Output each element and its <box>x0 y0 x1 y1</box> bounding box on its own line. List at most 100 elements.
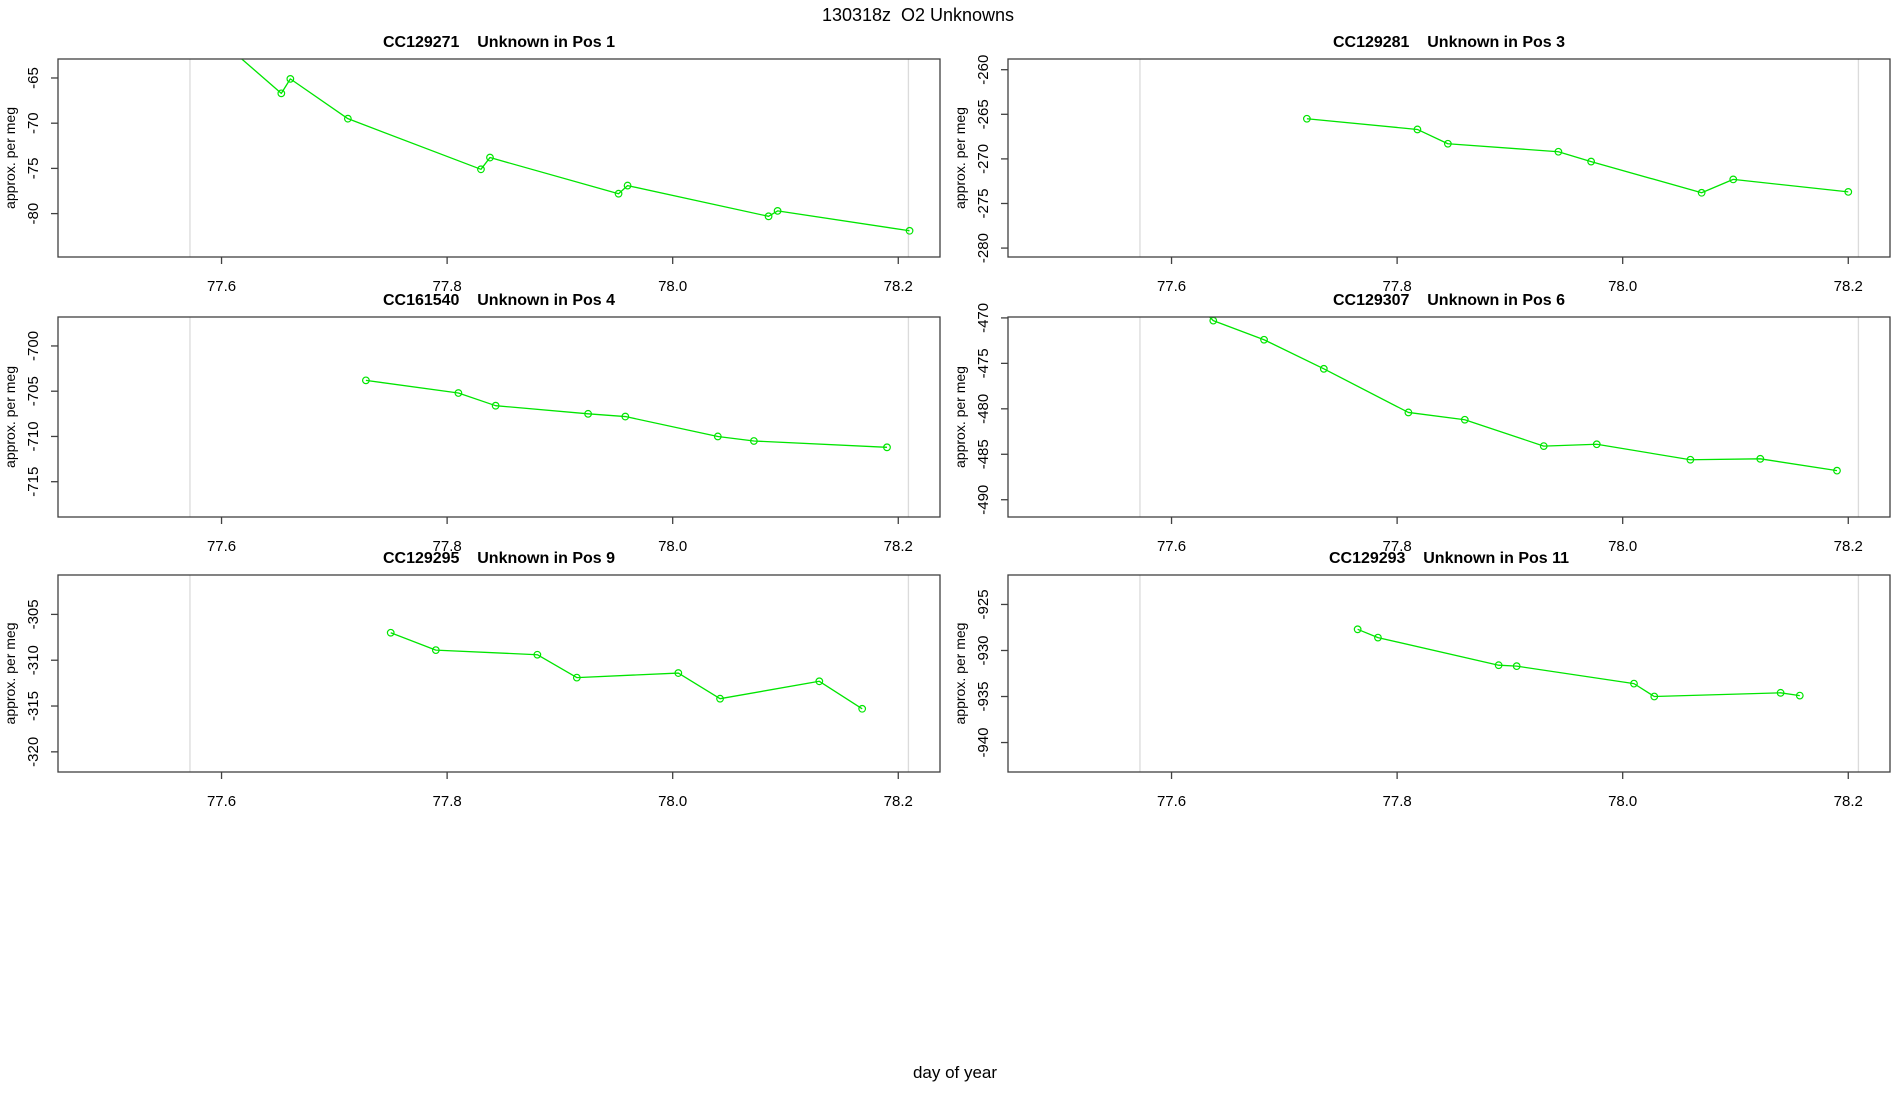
panel-plot-area <box>1139 317 1860 517</box>
data-point-marker <box>815 677 824 686</box>
x-tick-label: 77.6 <box>1157 793 1186 810</box>
x-tick-label: 77.8 <box>1383 538 1412 555</box>
series-line <box>240 59 910 232</box>
data-point-marker <box>1686 455 1695 464</box>
x-tick-label: 77.6 <box>1157 278 1186 295</box>
y-tick-label: -305 <box>25 599 42 629</box>
series-line <box>1306 118 1849 194</box>
data-point-marker <box>1650 692 1659 701</box>
x-tick-label: 77.6 <box>207 278 236 295</box>
panel: 77.6 77.8 78.0 78.2 -470 -475 -480 -485 -490 appr… <box>952 292 1891 555</box>
panel: 77.6 77.8 78.0 78.2 -925 -930 -935 -940 approx. … <box>952 550 1891 810</box>
x-tick-label: 77.8 <box>433 278 462 295</box>
x-tick-label: 78.0 <box>1608 793 1637 810</box>
data-point-marker <box>431 646 440 655</box>
y-tick-label: -940 <box>975 728 992 758</box>
panel: 77.6 77.8 78.0 78.2 -260 -265 -270 -275 -280 appr… <box>952 34 1891 295</box>
y-axis-label: approx. per meg <box>2 623 18 725</box>
y-tick-label: -700 <box>25 331 42 361</box>
data-point-marker <box>1539 442 1548 450</box>
data-point-marker <box>584 409 592 418</box>
panel-plot-area <box>1139 575 1860 772</box>
data-point-marker <box>1554 147 1563 156</box>
y-tick-label: -485 <box>975 439 992 469</box>
data-point-marker <box>1844 187 1853 196</box>
data-point-marker <box>764 212 773 221</box>
data-point-marker <box>1443 139 1452 148</box>
y-tick-label: -475 <box>975 348 992 378</box>
y-tick-label: -65 <box>25 67 42 89</box>
data-point-marker <box>1587 157 1596 166</box>
data-point-marker <box>1697 188 1706 197</box>
panel-title: CC161540 Unknown in Pos 4 <box>383 292 615 309</box>
x-tick-label: 78.0 <box>658 278 687 295</box>
y-tick-label: -715 <box>25 467 42 497</box>
y-axis-label: approx. per meg <box>952 366 968 468</box>
data-point-marker <box>1319 364 1328 373</box>
x-tick-label: 78.2 <box>884 793 913 810</box>
y-tick-label: -265 <box>975 99 992 129</box>
data-point-marker <box>1512 662 1521 671</box>
data-point-marker <box>1729 175 1738 184</box>
y-tick-label: -470 <box>975 303 992 333</box>
data-point-marker <box>614 189 623 198</box>
data-point-marker <box>713 432 722 441</box>
x-tick-label: 77.8 <box>1383 278 1412 295</box>
data-point-marker <box>477 165 485 174</box>
data-point-marker <box>1795 691 1804 700</box>
data-point-marker <box>716 694 724 703</box>
data-point-marker <box>1833 466 1841 475</box>
y-tick-label: -710 <box>25 421 42 451</box>
x-tick-label: 77.8 <box>433 538 462 555</box>
data-point-marker <box>454 389 463 397</box>
y-axis-label: approx. per meg <box>952 107 968 209</box>
series-line <box>1357 628 1800 698</box>
y-tick-label: -490 <box>975 485 992 515</box>
panel: 77.6 77.8 78.0 78.2 -700 -705 -710 -715 approx. … <box>2 292 941 555</box>
y-axis-label: approx. per meg <box>952 623 968 725</box>
y-tick-label: -310 <box>25 645 42 675</box>
x-tick-label: 78.2 <box>884 538 913 555</box>
panel: 77.6 77.8 78.0 78.2 -65 -70 -75 -80 approx. per … <box>2 34 941 295</box>
y-tick-label: -935 <box>975 681 992 711</box>
x-tick-label: 78.2 <box>1834 538 1863 555</box>
data-point-marker <box>1413 125 1422 134</box>
y-tick-label: -70 <box>25 112 42 134</box>
y-tick-label: -270 <box>975 144 992 174</box>
series-line <box>390 632 863 710</box>
data-point-marker <box>1592 440 1601 449</box>
x-tick-label: 77.6 <box>207 793 236 810</box>
panel-title: CC129281 Unknown in Pos 3 <box>1333 34 1565 51</box>
y-tick-label: -925 <box>975 589 992 619</box>
x-axis-global-label: day of year <box>912 1063 998 1082</box>
data-point-marker <box>1404 408 1413 417</box>
data-point-marker <box>674 669 683 677</box>
panel-title: CC129307 Unknown in Pos 6 <box>1333 292 1565 309</box>
panel-plot-area <box>189 59 914 257</box>
data-point-marker <box>621 412 630 421</box>
data-point-marker <box>1260 335 1268 344</box>
panel-title: CC129295 Unknown in Pos 9 <box>383 550 615 567</box>
panel-plot-area <box>189 317 910 517</box>
panel-plot-area <box>189 575 910 772</box>
y-tick-label: -480 <box>975 394 992 424</box>
y-tick-label: -930 <box>975 635 992 665</box>
data-point-marker <box>362 376 370 385</box>
panel-frame <box>1007 316 1891 518</box>
data-point-marker <box>1374 633 1382 642</box>
x-tick-label: 78.0 <box>1608 538 1637 555</box>
y-tick-label: -315 <box>25 691 42 721</box>
data-point-marker <box>343 114 352 123</box>
data-point-marker <box>773 206 782 215</box>
data-point-marker <box>1776 688 1785 697</box>
panel-frame <box>57 574 941 773</box>
x-tick-label: 78.2 <box>1834 793 1863 810</box>
y-tick-label: -280 <box>975 233 992 263</box>
panel-title: CC129293 Unknown in Pos 11 <box>1329 550 1569 567</box>
data-point-marker <box>1494 661 1503 670</box>
panel-plot-area <box>1139 59 1860 257</box>
data-point-marker <box>1756 454 1765 463</box>
data-point-marker <box>1460 415 1469 424</box>
